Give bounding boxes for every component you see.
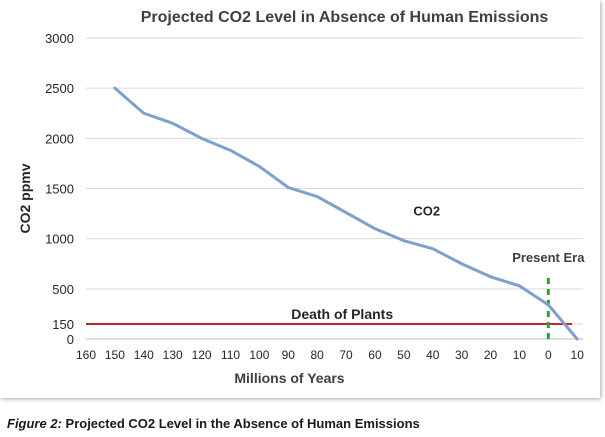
x-tick-label: 70	[339, 348, 353, 362]
x-tick-label: 130	[163, 348, 183, 362]
y-tick-label: 1500	[45, 182, 74, 197]
x-tick-label: 120	[192, 348, 212, 362]
series-label-co2: CO2	[413, 204, 440, 219]
chart-figure: Projected CO2 Level in Absence of Human …	[17, 9, 586, 386]
figure-caption: Figure 2: Projected CO2 Level in the Abs…	[7, 416, 420, 431]
y-tick-label: 2000	[45, 131, 74, 146]
co2-series-line	[113, 86, 579, 341]
x-tick-label: 10	[571, 348, 585, 362]
x-tick-label: 110	[221, 348, 240, 362]
present-era-label: Present Era	[512, 250, 585, 265]
x-tick-label: 100	[249, 348, 269, 362]
x-tick-label: 30	[455, 348, 469, 362]
x-tick-label: 140	[134, 348, 154, 362]
x-tick-label: 50	[397, 348, 411, 362]
y-tick-label: 500	[52, 282, 74, 297]
x-tick-label: 90	[282, 348, 296, 362]
x-tick-label: 10	[513, 348, 527, 362]
chart-title: Projected CO2 Level in Absence of Human …	[141, 9, 549, 26]
death-of-plants-label: Death of Plants	[291, 306, 393, 322]
y-tick-label: 3000	[45, 31, 74, 46]
x-tick-label: 160	[76, 348, 96, 362]
x-tick-label: 20	[484, 348, 498, 362]
y-tick-label: 2500	[45, 81, 74, 96]
caption-lead: Figure 2:	[7, 416, 62, 431]
co2-line-chart: Projected CO2 Level in Absence of Human …	[17, 9, 585, 386]
x-axis-title: Millions of Years	[234, 370, 344, 386]
y-axis-title: CO2 ppmv	[17, 163, 33, 233]
y-tick-label: 1000	[45, 232, 74, 247]
x-tick-label: 0	[545, 348, 552, 362]
caption-text: Projected CO2 Level in the Absence of Hu…	[61, 416, 420, 431]
y-tick-label: 0	[67, 332, 74, 347]
x-tick-label: 60	[368, 348, 382, 362]
x-tick-label: 40	[426, 348, 440, 362]
x-tick-label: 150	[105, 348, 125, 362]
y-tick-label: 150	[52, 317, 74, 332]
x-tick-label: 80	[310, 348, 324, 362]
